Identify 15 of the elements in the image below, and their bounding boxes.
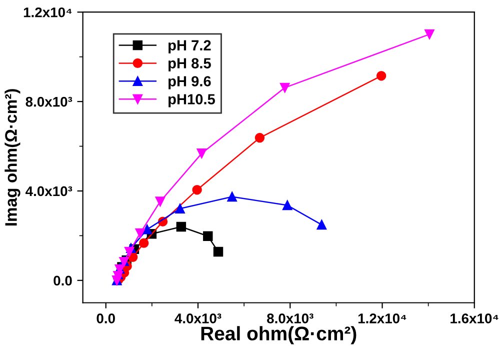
y-axis-title: Imag ohm(Ω·cm²)	[4, 89, 20, 226]
x-tick-label: 0.0	[96, 314, 115, 324]
legend-label: pH10.5	[168, 94, 215, 108]
x-axis-title: Real ohm(Ω·cm²)	[201, 326, 356, 344]
x-tick-label: 1.6x10⁴	[450, 314, 498, 324]
y-tick-label: 1.2x10⁴	[24, 7, 72, 18]
x-tick-label: 4.0x10³	[174, 314, 222, 324]
legend-label: pH 8.5	[168, 58, 211, 72]
legend-label: pH 7.2	[168, 40, 211, 54]
legend-label: pH 9.6	[168, 76, 211, 90]
x-tick-label: 1.2x10⁴	[358, 314, 406, 324]
y-tick-label: 0.0	[54, 276, 72, 286]
x-tick-label: 8.0x10³	[267, 314, 314, 324]
y-tick-label: 4.0x10³	[26, 186, 72, 196]
y-tick-label: 8.0x10³	[26, 96, 72, 107]
